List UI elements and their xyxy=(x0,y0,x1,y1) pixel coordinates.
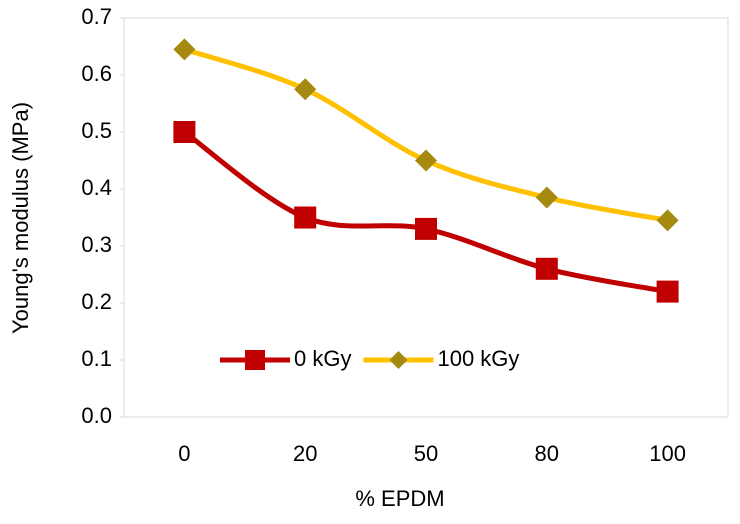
marker xyxy=(173,121,196,143)
marker xyxy=(389,351,408,369)
marker xyxy=(294,206,317,229)
plot-frame xyxy=(123,17,729,418)
marker xyxy=(415,217,437,240)
y-tick-label: 0.1 xyxy=(81,346,112,371)
marker xyxy=(415,149,437,172)
marker xyxy=(245,350,265,370)
y-tick-label: 0.6 xyxy=(81,61,112,86)
marker xyxy=(656,209,679,232)
y-tick-label: 0.0 xyxy=(81,403,112,428)
legend-label: 100 kGy xyxy=(437,346,519,371)
x-tick-label: 80 xyxy=(535,441,559,466)
marker xyxy=(535,186,558,209)
y-axis-title: Young's modulus (MPa) xyxy=(8,102,33,334)
series-line xyxy=(183,46,669,223)
y-tick-label: 0.3 xyxy=(81,232,112,257)
y-tick-label: 0.4 xyxy=(81,175,112,200)
marker xyxy=(656,280,679,303)
x-tick-label: 20 xyxy=(293,441,317,466)
y-tick-label: 0.5 xyxy=(81,118,112,143)
y-tick-label: 0.2 xyxy=(81,289,112,314)
marker xyxy=(173,38,196,61)
x-tick-label: 50 xyxy=(414,441,438,466)
y-tick-label: 0.7 xyxy=(81,4,112,29)
x-tick-label: 100 xyxy=(649,441,686,466)
x-axis-title: % EPDM xyxy=(355,486,444,511)
legend-label: 0 kGy xyxy=(294,346,351,371)
marker xyxy=(294,78,317,101)
x-tick-label: 0 xyxy=(178,441,190,466)
marker xyxy=(535,257,558,280)
